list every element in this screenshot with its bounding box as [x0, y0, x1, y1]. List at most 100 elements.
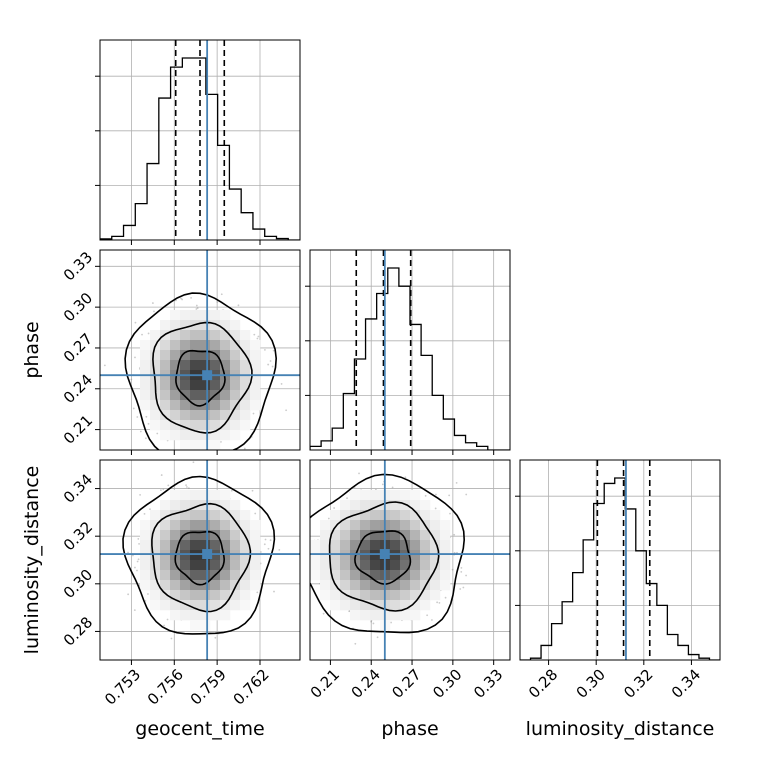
- density-bin: [170, 590, 181, 601]
- sample-point: [190, 296, 192, 299]
- density-bin: [390, 490, 401, 501]
- contour-0: [175, 349, 226, 407]
- density-bin: [390, 610, 401, 621]
- density-bin: [160, 410, 171, 421]
- density-bin: [390, 570, 401, 581]
- density-bin: [320, 540, 331, 551]
- sample-point: [127, 462, 129, 464]
- sample-point: [358, 472, 360, 475]
- density-bin: [330, 510, 341, 521]
- density-bin: [160, 520, 171, 531]
- density-bin: [200, 510, 211, 521]
- density-bin: [190, 410, 201, 421]
- density-bin: [400, 510, 411, 521]
- density-bin: [190, 580, 201, 591]
- density-bin: [330, 540, 341, 551]
- ytick-label-0: 0.28: [60, 613, 96, 649]
- density-bin: [330, 590, 341, 601]
- density-bin: [430, 510, 441, 521]
- sample-point: [272, 349, 275, 352]
- density-bin: [340, 580, 351, 591]
- yaxis-label-phase: phase: [21, 321, 43, 378]
- density-bin: [410, 580, 421, 591]
- density-bin: [210, 430, 221, 441]
- density-bin: [170, 530, 181, 541]
- density-bins: [310, 490, 451, 631]
- density-layer: [100, 460, 300, 660]
- density-bin: [430, 570, 441, 581]
- density-bin: [370, 610, 381, 621]
- density-bin: [250, 570, 261, 581]
- xtick-label-0: 0.753: [101, 666, 144, 709]
- density-bin: [330, 560, 341, 571]
- density-bin: [240, 550, 251, 561]
- sample-point: [230, 489, 233, 492]
- contour-1: [151, 502, 252, 613]
- density-bin: [200, 440, 211, 450]
- density-bin: [340, 520, 351, 531]
- density-bin: [170, 490, 181, 501]
- sample-point: [327, 517, 330, 520]
- density-bin: [140, 550, 151, 561]
- density-bin: [200, 620, 211, 631]
- sample-point: [139, 430, 142, 433]
- density-bin: [440, 540, 451, 551]
- sample-point: [269, 360, 272, 362]
- density-bin: [240, 400, 251, 411]
- density-bin: [420, 540, 431, 551]
- density-bin: [200, 310, 211, 321]
- density-bin: [350, 580, 361, 591]
- density-bin: [210, 510, 221, 521]
- density-bin: [140, 400, 151, 411]
- density-bin: [220, 590, 231, 601]
- panel-frame: [519, 459, 721, 661]
- density-bin: [170, 380, 181, 391]
- sample-point: [381, 483, 384, 486]
- density-bin: [150, 510, 161, 521]
- density-bin: [190, 620, 201, 631]
- density-bin: [170, 390, 181, 401]
- density-bin: [390, 520, 401, 531]
- density-bin: [180, 340, 191, 351]
- sample-point: [220, 441, 222, 443]
- density-bin: [410, 540, 421, 551]
- density-bin: [190, 490, 201, 501]
- density-bin: [340, 540, 351, 551]
- xtick-label-1: 0.756: [144, 666, 187, 709]
- density-bin: [210, 420, 221, 431]
- density-bin: [220, 520, 231, 531]
- density-bin: [250, 560, 261, 571]
- density-bin: [410, 590, 421, 601]
- density-bin: [230, 510, 241, 521]
- sample-point: [186, 452, 188, 454]
- sample-point: [444, 596, 447, 599]
- density-bin: [420, 510, 431, 521]
- density-bin: [140, 540, 151, 551]
- density-bin: [170, 520, 181, 531]
- density-bin: [410, 610, 421, 621]
- density-bin: [210, 340, 221, 351]
- density-bin: [410, 560, 421, 571]
- density-bin: [320, 570, 331, 581]
- density-bin: [160, 350, 171, 361]
- density-bin: [190, 590, 201, 601]
- density-bin: [180, 420, 191, 431]
- density-bin: [190, 610, 201, 621]
- density-bin: [190, 600, 201, 611]
- density-bin: [160, 430, 171, 441]
- density-bin: [150, 550, 161, 561]
- density-bin: [370, 570, 381, 581]
- density-bin: [190, 330, 201, 341]
- density-bin: [230, 500, 241, 511]
- sample-point: [220, 293, 223, 296]
- contour-0: [354, 530, 412, 585]
- density-bin: [180, 320, 191, 331]
- density-bin: [310, 550, 321, 561]
- density-bin: [410, 510, 421, 521]
- density-bin: [330, 570, 341, 581]
- density-bin: [200, 610, 211, 621]
- density-bin: [200, 340, 211, 351]
- density-bin: [310, 540, 321, 551]
- density-bin: [180, 510, 191, 521]
- sample-point: [180, 297, 182, 300]
